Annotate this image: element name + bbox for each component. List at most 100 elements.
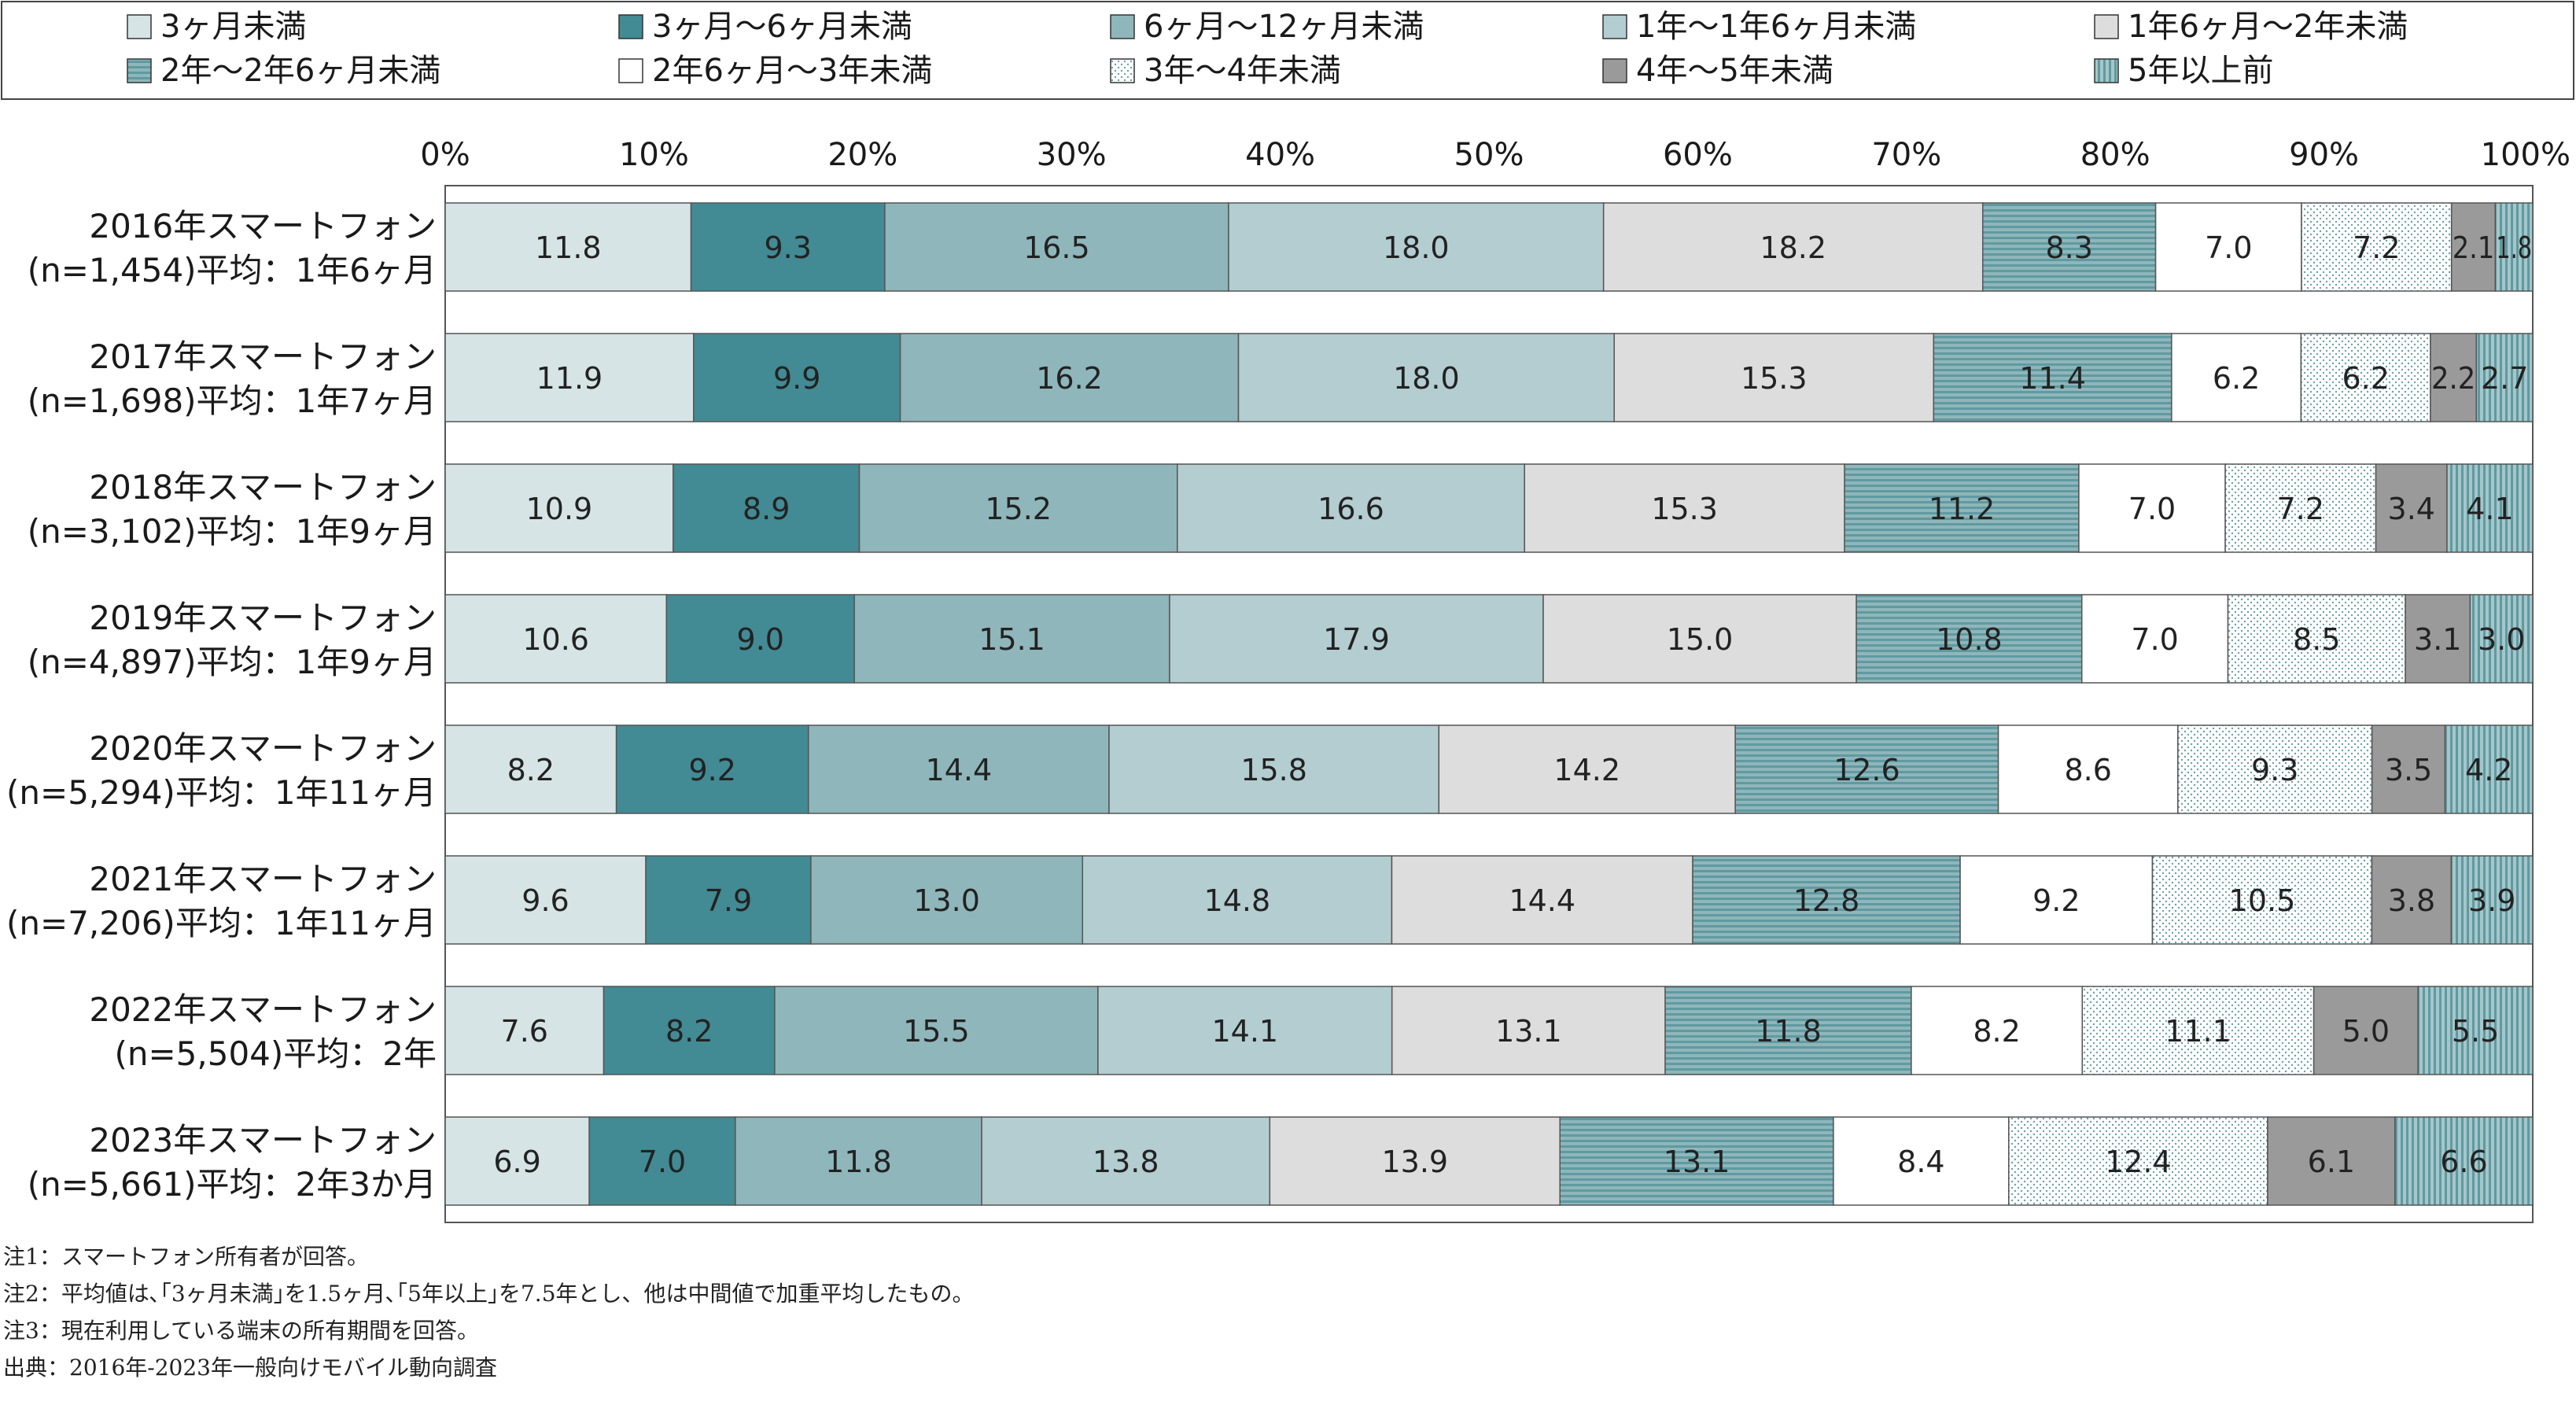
bar-segment <box>444 594 668 684</box>
data-label: 13.9 <box>1381 1145 1448 1179</box>
legend-label-6: 2年～2年6ヶ月未満 <box>160 53 440 89</box>
bar-segment <box>1391 855 1693 945</box>
y-category-sublabel: (n=1,698)平均：1年7ヶ月 <box>28 382 437 420</box>
data-label: 12.6 <box>1833 753 1900 787</box>
y-category-label: 2020年スマートフォン <box>89 729 437 768</box>
data-label: 4.1 <box>2466 492 2513 526</box>
data-label: 8.9 <box>743 492 790 526</box>
data-label: 17.9 <box>1323 622 1390 657</box>
legend-label-7: 2年6ヶ月～3年未満 <box>652 53 932 89</box>
bar-segment <box>1981 202 2157 292</box>
legend-swatch-8 <box>1110 58 1135 83</box>
data-label: 13.1 <box>1495 1014 1562 1049</box>
bar-segment <box>693 333 901 422</box>
data-label: 7.0 <box>2128 492 2176 526</box>
y-category-sublabel: (n=5,661)平均：2年3か月 <box>28 1165 437 1204</box>
y-category-label: 2017年スマートフォン <box>89 337 437 376</box>
y-category-sublabel: (n=7,206)平均：1年11ヶ月 <box>6 904 437 942</box>
bar-segment <box>1692 855 1961 945</box>
data-label: 6.2 <box>2342 361 2389 396</box>
bar-segment <box>645 855 812 945</box>
data-label: 16.2 <box>1036 361 1103 396</box>
bar-segment <box>444 1116 590 1206</box>
x-tick-label: 0% <box>420 137 470 173</box>
bar-segment <box>2177 724 2373 814</box>
data-label: 2.7 <box>2481 361 2528 396</box>
legend-label-1: 3ヶ月未満 <box>160 9 306 45</box>
bar-segment <box>2430 333 2478 422</box>
y-category-sublabel: (n=1,454)平均：1年6ヶ月 <box>28 251 437 289</box>
legend-swatch-10 <box>2094 58 2119 83</box>
data-label: 8.5 <box>2293 622 2340 657</box>
bar-segment <box>1108 724 1440 814</box>
data-label: 11.8 <box>1755 1014 1822 1049</box>
bar-segment <box>1391 986 1666 1075</box>
bar-segment <box>2227 594 2406 684</box>
x-axis: 0% 10% 20% 30% 40% 50% 60% 70% 80% 90% 100% <box>420 137 2570 173</box>
bar-segment <box>1097 986 1393 1075</box>
bar-segment <box>1613 333 1935 422</box>
data-label: 2.2 <box>2431 361 2475 396</box>
legend-swatch-1 <box>127 14 152 39</box>
data-label: 8.2 <box>1973 1014 2020 1049</box>
x-tick-label: 50% <box>1454 137 1524 173</box>
bar-segment <box>1237 333 1615 422</box>
data-label: 14.4 <box>1509 883 1575 918</box>
bar-segment <box>603 986 776 1075</box>
bar-segment <box>1959 855 2154 945</box>
data-label: 11.1 <box>2165 1014 2231 1049</box>
data-label: 11.8 <box>825 1145 892 1179</box>
data-label: 9.3 <box>764 230 811 265</box>
bar-segment <box>2080 594 2229 684</box>
bar-segment <box>1664 986 1912 1075</box>
bar-segment <box>444 855 647 945</box>
data-label: 14.1 <box>1211 1014 1278 1049</box>
bar-segment <box>1228 202 1605 292</box>
bar-segment <box>2444 724 2534 814</box>
y-category-label: 2022年スマートフォン <box>89 990 437 1029</box>
legend-swatch-4 <box>1602 14 1627 39</box>
data-label: 9.9 <box>773 361 820 396</box>
data-label: 13.1 <box>1664 1145 1730 1179</box>
data-label: 9.6 <box>521 883 569 918</box>
x-tick-label: 30% <box>1037 137 1107 173</box>
bar-segment <box>2154 202 2302 292</box>
bar-segment <box>2469 594 2534 684</box>
bar-segment <box>2417 986 2534 1075</box>
data-label: 14.2 <box>1553 753 1620 787</box>
bar-segment <box>1169 594 1544 684</box>
data-label: 15.0 <box>1667 622 1734 657</box>
data-label: 15.2 <box>985 492 1052 526</box>
data-label: 11.8 <box>535 230 602 265</box>
data-label: 8.6 <box>2064 753 2111 787</box>
bar-segment <box>2405 594 2471 684</box>
bar-segment <box>2301 202 2453 292</box>
legend-label-5: 1年6ヶ月～2年未満 <box>2128 9 2408 45</box>
bar-segment <box>2171 333 2302 422</box>
plot-area: 11.8 9.3 16.5 18.0 18.2 8.3 7.0 7.2 2.1 1.8 11.9 9.… <box>444 185 2534 1223</box>
data-label: 10.9 <box>526 492 593 526</box>
bar-segment <box>615 724 809 814</box>
bar-segment <box>2394 1116 2534 1206</box>
bar-segment <box>2375 463 2448 553</box>
data-label: 7.2 <box>2277 492 2324 526</box>
data-label: 10.8 <box>1936 622 2003 657</box>
bar-segment <box>2446 463 2534 553</box>
bar-segment <box>1602 202 1984 292</box>
y-category-label: 2023年スマートフォン <box>89 1121 437 1160</box>
data-label: 3.4 <box>2388 492 2435 526</box>
legend-swatch-6 <box>127 58 152 83</box>
bar-segment <box>1997 724 2179 814</box>
legend-label-9: 4年～5年未満 <box>1636 53 1833 89</box>
data-label: 16.5 <box>1023 230 1090 265</box>
bar-segment <box>444 986 605 1075</box>
bar-segment <box>2313 986 2419 1075</box>
y-category-label: 2019年スマートフォン <box>89 599 437 637</box>
bar-segment <box>808 724 1110 814</box>
bar-segment <box>2151 855 2373 945</box>
bar-segment <box>444 333 695 422</box>
data-label: 18.0 <box>1383 230 1450 265</box>
data-label: 10.5 <box>2229 883 2296 918</box>
note-1: 注1：スマートフォン所有者が回答。 <box>3 1244 369 1270</box>
legend-swatch-5 <box>2094 14 2119 39</box>
